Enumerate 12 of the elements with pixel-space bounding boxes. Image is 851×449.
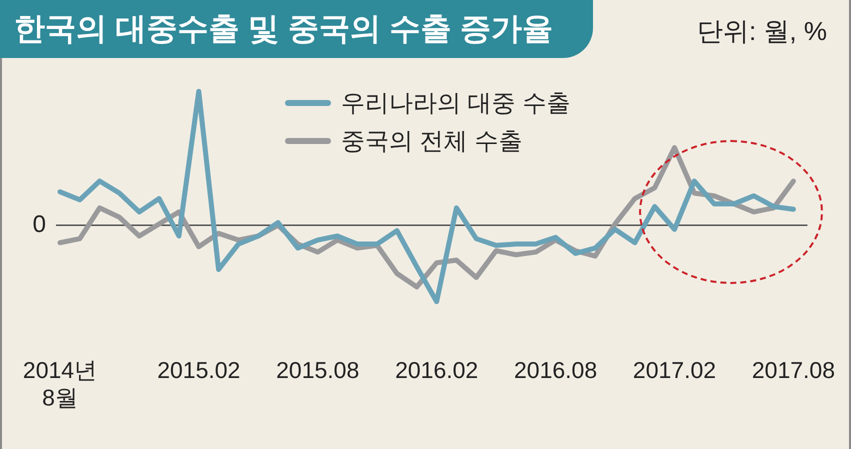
ref-line-label: 0 bbox=[32, 210, 46, 238]
legend-label: 중국의 전체 수출 bbox=[341, 127, 522, 157]
x-tick-label: 2014년 8월 bbox=[22, 356, 98, 411]
x-tick-label: 2017.08 bbox=[752, 356, 835, 383]
x-tick-label: 2016.08 bbox=[514, 356, 598, 383]
legend-label: 우리나라의 대중 수출 bbox=[341, 89, 570, 119]
x-tick-label: 2016.02 bbox=[395, 356, 478, 383]
x-tick-label: 2015.02 bbox=[157, 356, 240, 383]
chart-title: 한국의 대중수출 및 중국의 수출 증가율 bbox=[0, 0, 594, 58]
x-tick-label: 2015.08 bbox=[276, 356, 360, 383]
x-tick-label: 2017.02 bbox=[632, 356, 716, 383]
chart-subtitle: 단위: 월, % bbox=[696, 15, 827, 48]
